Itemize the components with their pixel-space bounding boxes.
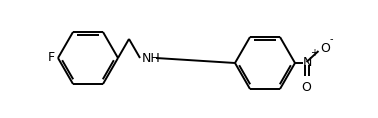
Text: NH: NH — [142, 51, 161, 65]
Text: -: - — [330, 34, 333, 44]
Text: F: F — [48, 51, 55, 65]
Text: O: O — [302, 81, 311, 94]
Text: O: O — [321, 42, 330, 55]
Text: N: N — [303, 57, 312, 70]
Text: +: + — [310, 48, 318, 58]
